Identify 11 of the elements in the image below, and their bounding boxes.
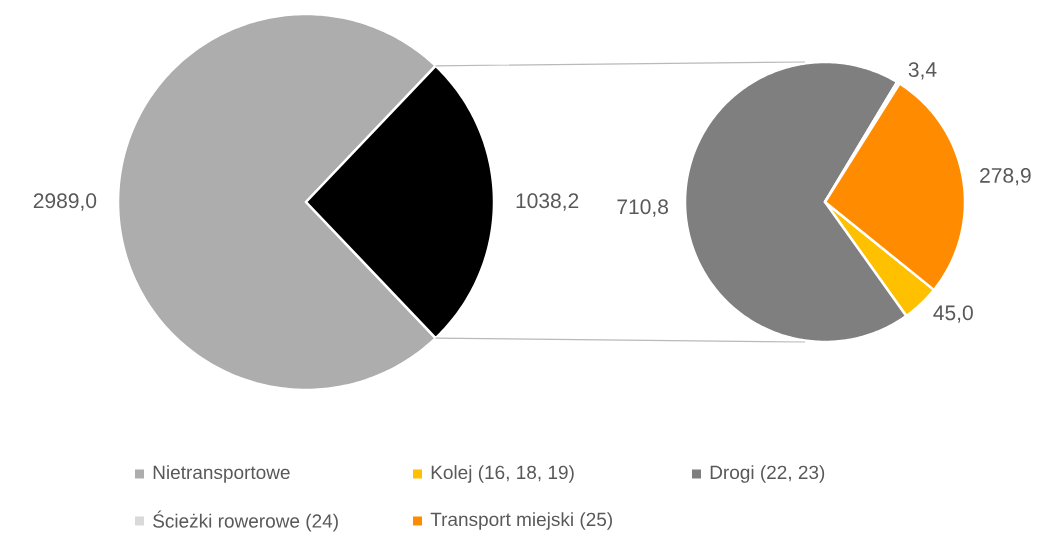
legend-label: Drogi (22, 23) — [710, 465, 825, 483]
data-label: 278,9 — [980, 168, 1031, 186]
legend-label: Transport miejski (25) — [430, 512, 612, 530]
legend-label: Nietransportowe — [153, 465, 290, 483]
legend-label: Kolej (16, 18, 19) — [431, 465, 574, 483]
data-label: 1038,2 — [516, 193, 579, 211]
legend-label: Ścieżki rowerowe (24) — [153, 510, 338, 532]
data-label: 710,8 — [617, 199, 668, 217]
data-label: 3,4 — [908, 62, 937, 80]
data-label: 2989,0 — [33, 193, 97, 211]
data-label: 45,0 — [933, 305, 973, 323]
